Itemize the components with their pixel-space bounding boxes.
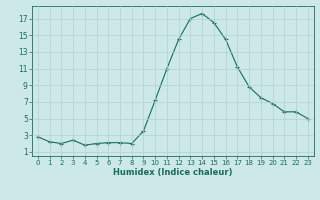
X-axis label: Humidex (Indice chaleur): Humidex (Indice chaleur) xyxy=(113,168,233,177)
